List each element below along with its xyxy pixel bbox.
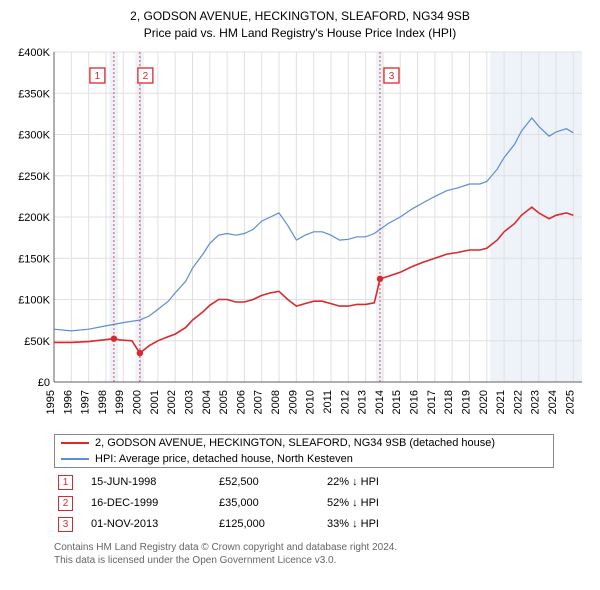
svg-text:1996: 1996 xyxy=(62,390,74,414)
legend-swatch-red xyxy=(61,442,89,444)
event-marker-box: 1 xyxy=(58,475,73,490)
svg-text:2019: 2019 xyxy=(460,390,472,414)
events-table: 1 15-JUN-1998 £52,500 22% ↓ HPI 2 16-DEC-1999… xyxy=(54,472,554,535)
svg-text:£300K: £300K xyxy=(18,129,50,141)
svg-text:2023: 2023 xyxy=(530,390,542,414)
legend-label-blue: HPI: Average price, detached house, Nort… xyxy=(95,453,353,465)
event-price: £35,000 xyxy=(219,497,309,509)
svg-text:2010: 2010 xyxy=(305,390,317,414)
event-date: 15-JUN-1998 xyxy=(91,476,201,488)
legend-swatch-blue xyxy=(61,458,89,460)
event-date: 01-NOV-2013 xyxy=(91,518,201,530)
chart-svg: £0 £50K £100K £150K £200K £250K £300K £350K £400… xyxy=(12,48,588,428)
chart-title: 2, GODSON AVENUE, HECKINGTON, SLEAFORD, … xyxy=(12,8,588,42)
svg-text:2025: 2025 xyxy=(564,390,576,414)
svg-text:2024: 2024 xyxy=(547,390,559,414)
svg-text:2020: 2020 xyxy=(478,390,490,414)
svg-text:2011: 2011 xyxy=(322,390,334,414)
event-date: 16-DEC-1999 xyxy=(91,497,201,509)
svg-text:2000: 2000 xyxy=(132,390,144,414)
svg-text:2015: 2015 xyxy=(391,390,403,414)
event-row: 3 01-NOV-2013 £125,000 33% ↓ HPI xyxy=(54,514,554,535)
legend-box: 2, GODSON AVENUE, HECKINGTON, SLEAFORD, … xyxy=(54,434,554,468)
event-price: £52,500 xyxy=(219,476,309,488)
event-pct: 52% ↓ HPI xyxy=(327,497,447,509)
svg-text:2021: 2021 xyxy=(495,390,507,414)
svg-text:2022: 2022 xyxy=(512,390,524,414)
title-line-2: Price paid vs. HM Land Registry's House … xyxy=(12,25,588,42)
svg-text:2005: 2005 xyxy=(218,390,230,414)
svg-text:2001: 2001 xyxy=(149,390,161,414)
svg-text:£200K: £200K xyxy=(18,212,50,224)
svg-text:1998: 1998 xyxy=(97,390,109,414)
event-row: 1 15-JUN-1998 £52,500 22% ↓ HPI xyxy=(54,472,554,493)
svg-text:2006: 2006 xyxy=(235,390,247,414)
svg-text:£100K: £100K xyxy=(18,294,50,306)
svg-text:£350K: £350K xyxy=(18,88,50,100)
event-pct: 22% ↓ HPI xyxy=(327,476,447,488)
svg-text:£0: £0 xyxy=(38,377,50,389)
svg-text:2007: 2007 xyxy=(253,390,265,414)
svg-text:2004: 2004 xyxy=(201,390,213,414)
svg-text:2016: 2016 xyxy=(409,390,421,414)
svg-text:2009: 2009 xyxy=(287,390,299,414)
svg-text:2013: 2013 xyxy=(357,390,369,414)
svg-text:£250K: £250K xyxy=(18,170,50,182)
footer-line-1: Contains HM Land Registry data © Crown c… xyxy=(54,541,554,554)
event-row: 2 16-DEC-1999 £35,000 52% ↓ HPI xyxy=(54,493,554,514)
svg-text:2002: 2002 xyxy=(166,390,178,414)
svg-text:2008: 2008 xyxy=(270,390,282,414)
svg-text:2018: 2018 xyxy=(443,390,455,414)
legend-row-red: 2, GODSON AVENUE, HECKINGTON, SLEAFORD, … xyxy=(55,435,553,451)
svg-text:2017: 2017 xyxy=(426,390,438,414)
footer-line-2: This data is licensed under the Open Gov… xyxy=(54,554,554,567)
svg-text:1997: 1997 xyxy=(80,390,92,414)
svg-text:1999: 1999 xyxy=(114,390,126,414)
svg-text:£50K: £50K xyxy=(24,335,50,347)
legend-row-blue: HPI: Average price, detached house, Nort… xyxy=(55,451,553,467)
event-marker-box: 2 xyxy=(58,496,73,511)
event-pct: 33% ↓ HPI xyxy=(327,518,447,530)
title-line-1: 2, GODSON AVENUE, HECKINGTON, SLEAFORD, … xyxy=(12,8,588,25)
event-price: £125,000 xyxy=(219,518,309,530)
svg-text:£150K: £150K xyxy=(18,253,50,265)
footer-attribution: Contains HM Land Registry data © Crown c… xyxy=(54,541,554,567)
price-chart: £0 £50K £100K £150K £200K £250K £300K £350K £400… xyxy=(12,48,588,428)
svg-text:2012: 2012 xyxy=(339,390,351,414)
legend-label-red: 2, GODSON AVENUE, HECKINGTON, SLEAFORD, … xyxy=(95,437,495,449)
svg-text:1995: 1995 xyxy=(45,390,57,414)
svg-text:3: 3 xyxy=(389,71,395,82)
svg-text:2003: 2003 xyxy=(183,390,195,414)
svg-text:2: 2 xyxy=(143,71,149,82)
svg-text:2014: 2014 xyxy=(374,390,386,414)
svg-text:1: 1 xyxy=(95,71,101,82)
svg-text:£400K: £400K xyxy=(18,48,50,59)
event-marker-box: 3 xyxy=(58,517,73,532)
